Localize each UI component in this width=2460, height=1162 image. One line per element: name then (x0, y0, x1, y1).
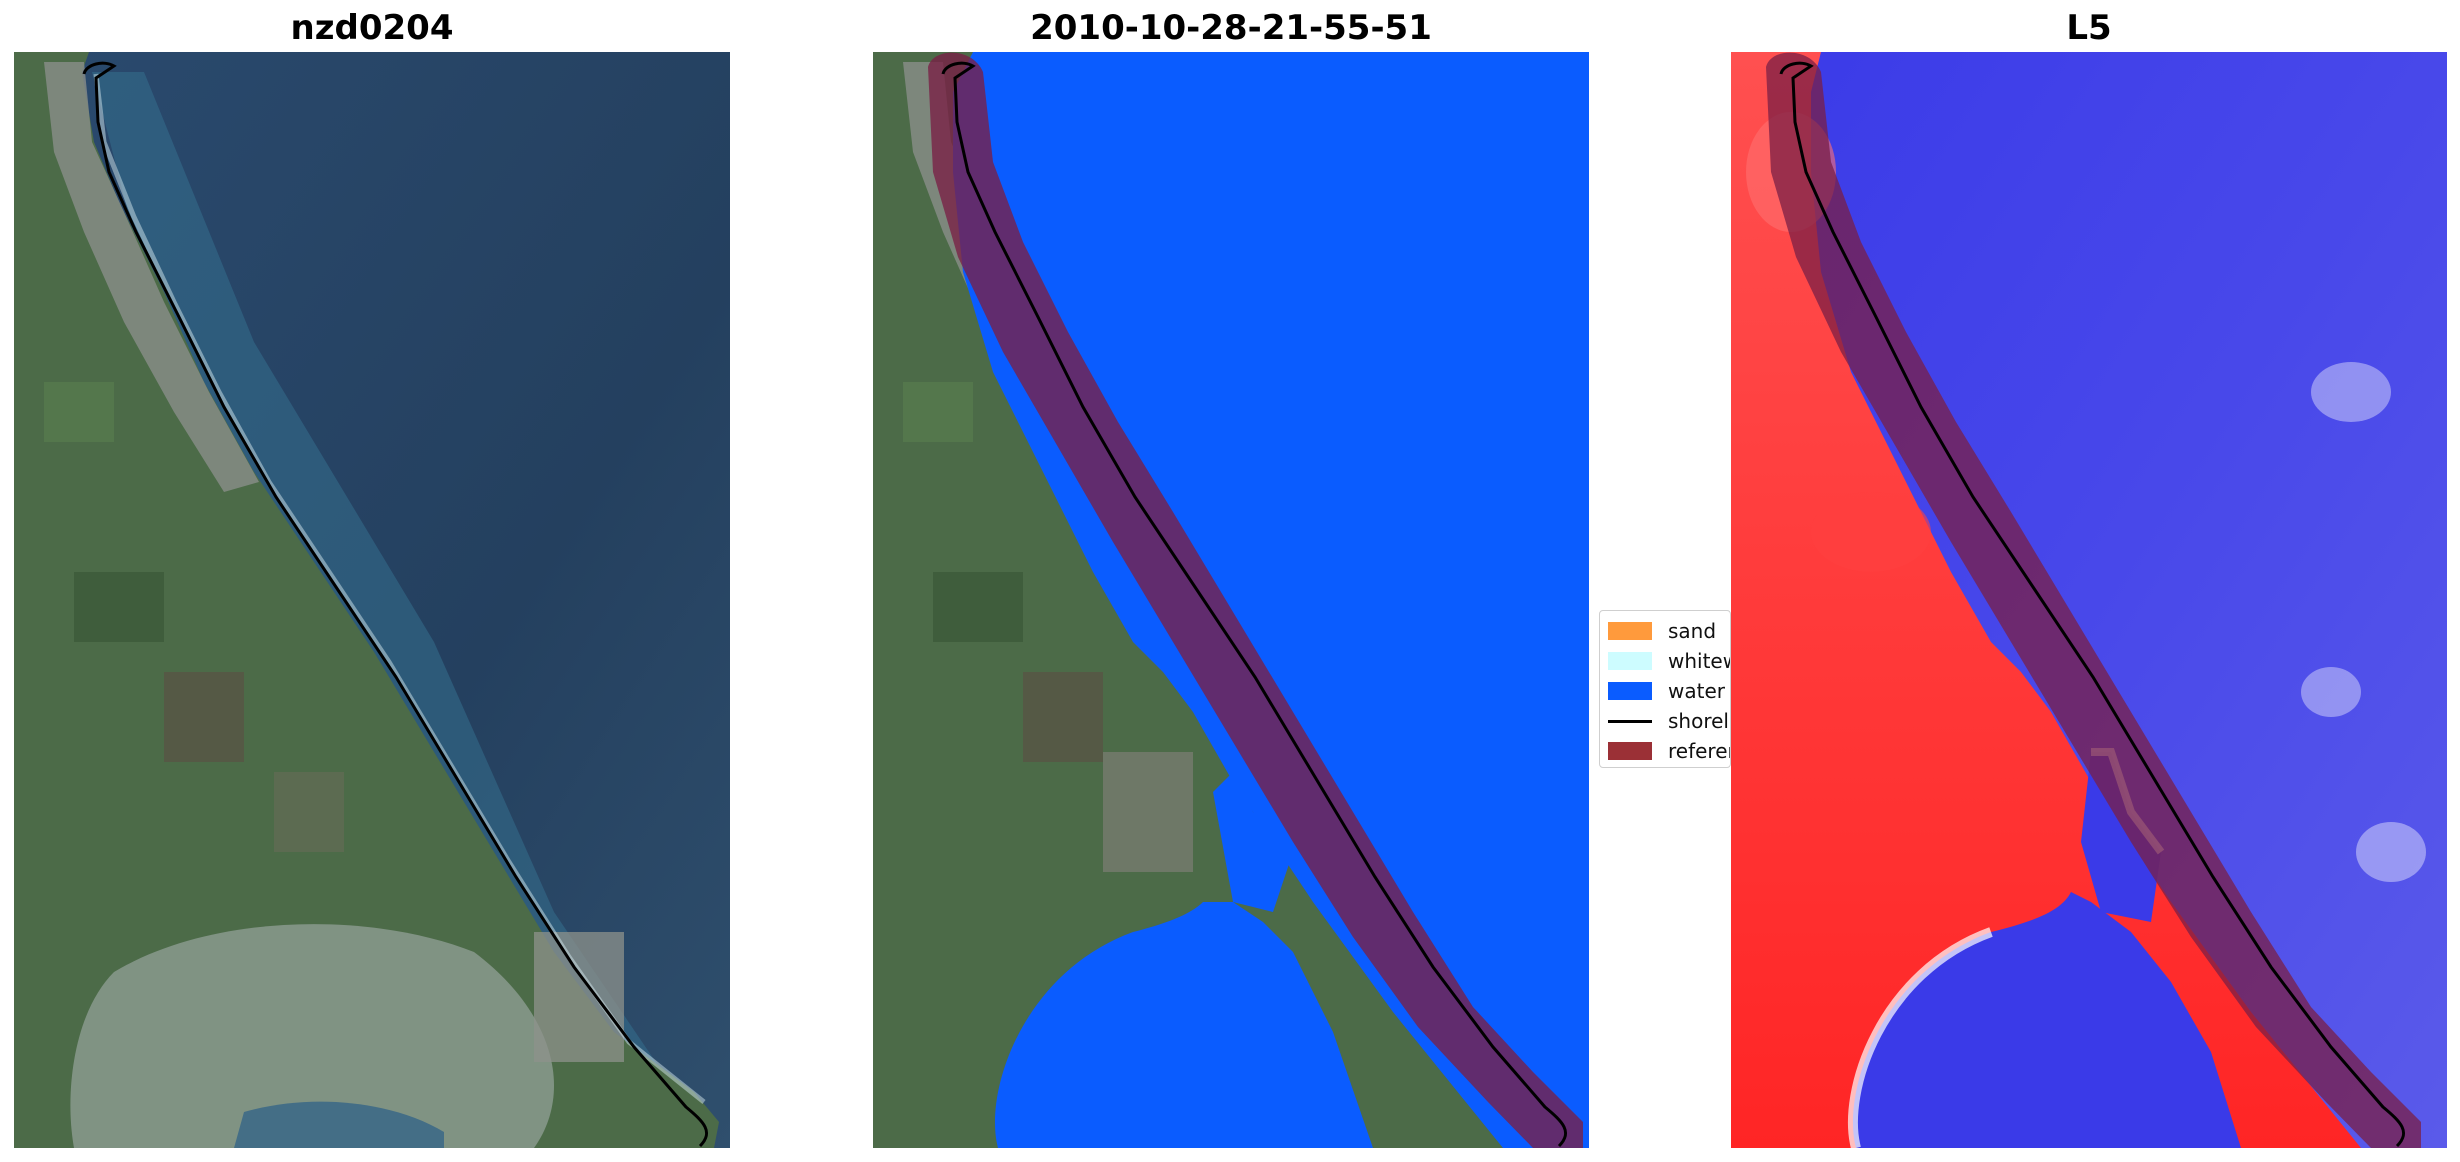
panel-title-index: L5 (2066, 8, 2112, 48)
shoreline-line (82, 61, 708, 1148)
index-image (1731, 52, 2447, 1148)
panel-title-classified: 2010-10-28-21-55-51 (1030, 8, 1432, 48)
reference-swatch (1608, 742, 1652, 760)
shoreline-line (941, 61, 1567, 1148)
legend-label: referer (1668, 739, 1731, 763)
legend-item-sand: sand (1608, 619, 1716, 643)
legend-item-reference: referer (1608, 739, 1731, 763)
legend-label: sand (1668, 619, 1717, 643)
panel-title-rgb: nzd0204 (290, 8, 454, 48)
legend-item-water: water (1608, 679, 1725, 703)
whitewater-swatch (1608, 652, 1652, 670)
rgb-satellite-image (14, 52, 730, 1148)
legend-label: shorel (1668, 709, 1729, 733)
shoreline-line-swatch (1608, 719, 1652, 723)
sand-swatch (1608, 622, 1652, 640)
classified-image (873, 52, 1589, 1148)
shoreline-line (1779, 61, 2405, 1148)
land-region (1731, 52, 2361, 1148)
legend-label: water (1668, 679, 1725, 703)
water-class-region (953, 52, 1589, 1148)
legend-item-shoreline: shorel (1608, 709, 1729, 733)
water-swatch (1608, 682, 1652, 700)
